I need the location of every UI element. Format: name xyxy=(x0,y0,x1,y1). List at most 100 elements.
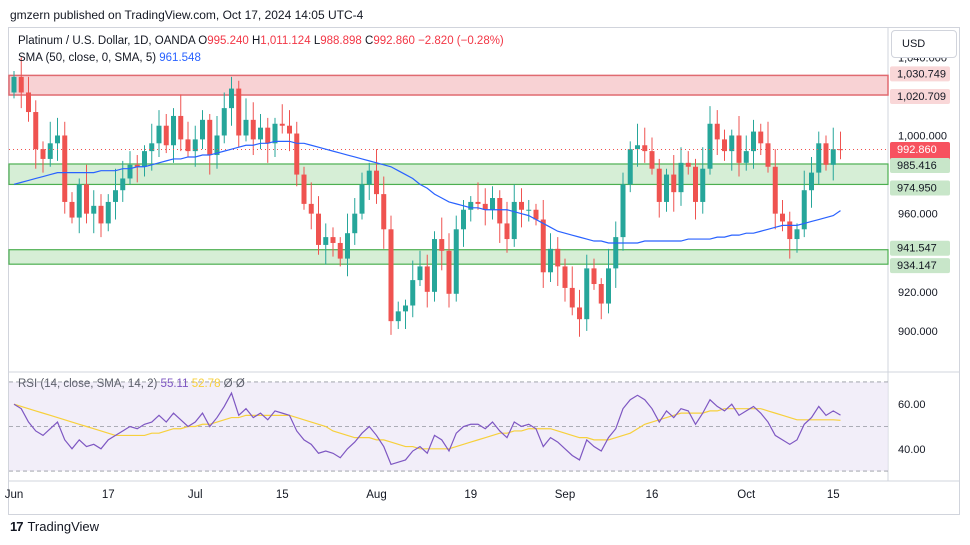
candle-body xyxy=(178,115,184,140)
price-label-box xyxy=(890,89,950,105)
time-tick-label: 15 xyxy=(276,489,289,501)
candle-body xyxy=(664,174,669,202)
candle-body xyxy=(171,115,176,146)
price-label-box xyxy=(890,258,950,274)
candle-body xyxy=(642,145,648,152)
open-value: 995.240 xyxy=(207,35,249,47)
candle-body xyxy=(649,151,655,169)
candle-body xyxy=(359,184,365,214)
rsi-tick-label: 40.00 xyxy=(898,444,926,456)
candle-body xyxy=(76,184,82,218)
candle-body xyxy=(374,170,379,195)
zones-layer xyxy=(8,74,889,472)
candles-layer xyxy=(9,57,888,337)
candle-body xyxy=(294,133,300,175)
rsi-legend[interactable]: RSI (14, close, SMA, 14, 2) 55.11 52.78 … xyxy=(18,378,245,390)
candle-body xyxy=(823,143,829,165)
candle-body xyxy=(395,311,401,322)
price-label-box xyxy=(890,180,950,196)
candle-body xyxy=(562,266,568,288)
candle-body xyxy=(229,88,234,109)
candle-body xyxy=(47,143,53,159)
price-label-text: 934.147 xyxy=(897,260,937,272)
time-tick-label: Jun xyxy=(5,489,24,501)
candle-body xyxy=(149,143,155,152)
sma-legend[interactable]: SMA (50, close, 0, SMA, 5) 961.548 xyxy=(18,52,201,64)
candle-body xyxy=(729,135,735,152)
candle-body xyxy=(113,190,118,202)
time-tick-label: 17 xyxy=(102,489,115,501)
candle-body xyxy=(337,242,343,259)
candle-body xyxy=(323,237,329,245)
price-label-text: 941.547 xyxy=(897,243,937,255)
time-tick-label: 19 xyxy=(464,489,477,501)
rsi-extra-1: Ø xyxy=(223,378,233,390)
rsi-extra-2: Ø xyxy=(235,378,245,390)
candle-body xyxy=(105,201,111,224)
candle-body xyxy=(685,162,691,167)
candle-body xyxy=(243,119,249,136)
time-axis[interactable]: Jun 17 Jul 15 Aug 19 Sep 16 Oct 15 xyxy=(5,489,840,501)
candle-body xyxy=(134,164,140,167)
price-axis[interactable]: 1,040.0001,000.000960.000920.000900.0006… xyxy=(890,52,950,456)
candle-body xyxy=(236,88,242,136)
brand-text: TradingView xyxy=(27,519,100,534)
candle-body xyxy=(69,201,75,218)
rsi-layer xyxy=(13,391,841,466)
candle-body xyxy=(345,233,350,259)
time-tick-label: 15 xyxy=(827,489,840,501)
footer-brand[interactable]: 17 TradingView xyxy=(10,519,99,534)
candle-body xyxy=(432,239,437,292)
candle-body xyxy=(142,151,147,167)
chart-frame xyxy=(8,27,960,515)
close-value: 992.860 xyxy=(373,35,415,47)
low-value: 988.898 xyxy=(320,35,362,47)
candle-body xyxy=(316,213,321,245)
candle-body xyxy=(765,143,771,167)
candle-body xyxy=(794,229,800,240)
candle-body xyxy=(185,139,191,152)
price-label-text: 992.860 xyxy=(897,144,937,156)
candle-body xyxy=(265,127,271,144)
candle-body xyxy=(287,125,292,134)
candle-body xyxy=(700,168,706,202)
symbol-legend[interactable]: Platinum / U.S. Dollar, 1D, OANDA O995.2… xyxy=(18,35,504,47)
candle-body xyxy=(533,209,539,220)
sma-layer xyxy=(13,140,841,244)
candle-body xyxy=(613,237,619,269)
price-label-text: 985.416 xyxy=(897,160,937,172)
sma-line xyxy=(13,140,841,244)
candle-body xyxy=(743,151,749,163)
rsi-line xyxy=(13,391,841,466)
time-tick-label: 16 xyxy=(646,489,659,501)
sma-value: 961.548 xyxy=(159,52,201,64)
candle-body xyxy=(366,170,372,185)
time-tick-label: Sep xyxy=(555,489,575,501)
candle-body xyxy=(671,174,677,193)
candle-body xyxy=(482,203,488,210)
candle-body xyxy=(388,229,394,322)
candle-body xyxy=(751,131,756,152)
price-tick-label: 960.000 xyxy=(898,209,938,221)
sma-label: SMA (50, close, 0, SMA, 5) xyxy=(18,52,157,64)
candle-body xyxy=(33,112,39,150)
price-label-text: 974.950 xyxy=(897,182,937,194)
time-tick-label: Jul xyxy=(188,489,203,501)
candle-body xyxy=(127,164,133,179)
currency-button[interactable]: USD xyxy=(891,30,957,58)
candle-body xyxy=(838,149,843,151)
candle-body xyxy=(540,219,546,273)
symbol-name: Platinum / U.S. Dollar, 1D, OANDA xyxy=(18,35,196,47)
candle-body xyxy=(548,248,553,273)
candle-body xyxy=(214,135,220,156)
candle-body xyxy=(707,123,713,169)
rsi-label: RSI (14, close, SMA, 14, 2) xyxy=(18,378,158,390)
candle-body xyxy=(656,168,662,202)
candle-body xyxy=(736,135,742,163)
candle-body xyxy=(156,125,162,144)
candle-body xyxy=(526,209,532,211)
candle-body xyxy=(62,135,68,202)
resistance-zone xyxy=(8,74,889,96)
candle-body xyxy=(330,237,336,243)
